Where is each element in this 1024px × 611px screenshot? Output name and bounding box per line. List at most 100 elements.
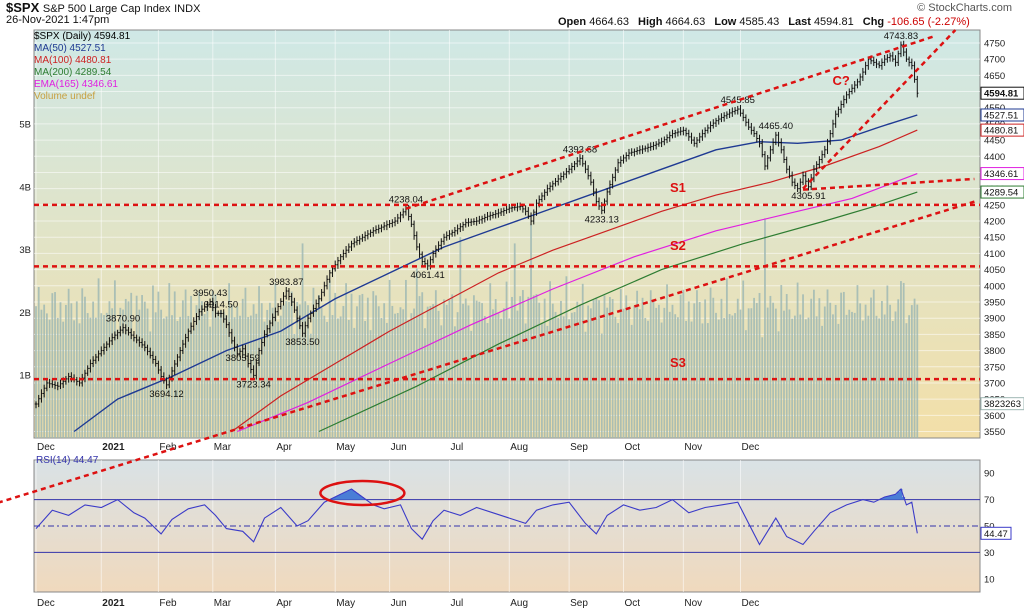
chart-title: $SPX S&P 500 Large Cap Index INDX: [6, 0, 200, 15]
price-bar: [742, 109, 745, 122]
price-bar: [450, 229, 454, 237]
volume-bar: [739, 309, 742, 438]
price-bar: [470, 218, 473, 227]
volume-bar: [783, 310, 785, 438]
volume-bar: [780, 285, 783, 438]
price-bar: [763, 151, 767, 171]
price-bar: [668, 131, 671, 142]
price-bar: [361, 233, 364, 242]
price-bar: [309, 310, 312, 323]
price-bar: [790, 171, 794, 187]
price-bar: [238, 348, 242, 358]
last-value-tag-label: 4594.81: [984, 89, 1019, 100]
price-bar: [720, 113, 723, 123]
price-bar: [837, 106, 840, 118]
volume-bar: [853, 312, 856, 438]
price-bar: [532, 209, 535, 225]
price-bar: [140, 338, 144, 348]
price-bar: [815, 161, 818, 173]
chart-label: S3: [670, 355, 686, 370]
last-value-tag-label: 3823263: [984, 399, 1021, 410]
price-bar: [502, 207, 506, 216]
volume-bar: [421, 292, 424, 438]
volume-bar: [723, 318, 726, 438]
price-bar: [788, 165, 791, 179]
volume-bar: [913, 298, 916, 438]
price-bar: [747, 118, 750, 130]
volume-bar: [383, 303, 386, 438]
price-bar: [826, 138, 829, 155]
price-bar: [907, 56, 911, 67]
volume-bar: [736, 298, 739, 438]
last-value-tag: [980, 108, 1024, 122]
volume-bar: [56, 317, 59, 438]
chart-label: S2: [670, 238, 686, 253]
volume-bar: [818, 298, 821, 438]
price-bar: [189, 322, 193, 334]
price-bar: [339, 254, 342, 265]
volume-bar: [418, 296, 421, 438]
price-tick-label: 4200: [984, 217, 1005, 228]
rsi-x-tick-label: Jun: [391, 598, 407, 609]
price-bar: [442, 233, 446, 245]
price-bar: [913, 61, 916, 83]
price-bar: [701, 129, 704, 141]
price-bar: [578, 154, 582, 166]
price-bar: [366, 230, 370, 240]
volume-bar: [870, 297, 872, 438]
volume-bar: [405, 279, 407, 438]
price-bar: [453, 227, 457, 237]
price-bar: [744, 114, 748, 127]
price-bar: [774, 131, 778, 146]
price-bar: [206, 301, 209, 311]
price-bar: [323, 281, 326, 297]
volume-bar: [43, 304, 46, 438]
volume-bar: [230, 305, 233, 438]
legend-ema165: EMA(165) 4346.61: [34, 79, 118, 90]
price-bar: [108, 337, 111, 348]
volume-bar: [407, 319, 410, 438]
price-bar: [489, 211, 492, 221]
volume-bar: [440, 325, 443, 438]
price-bar: [616, 158, 620, 174]
price-bar: [344, 245, 348, 258]
price-bar: [856, 78, 859, 89]
price-bar: [241, 344, 244, 356]
volume-bar: [549, 281, 551, 438]
rsi-x-tick-label: Dec: [741, 598, 759, 609]
low-value: 4585.43: [739, 16, 780, 28]
price-bar: [461, 221, 465, 231]
volume-bar: [84, 296, 86, 438]
price-bar: [872, 56, 875, 67]
volume-bar: [307, 305, 309, 438]
volume-bar: [842, 291, 845, 438]
price-bar: [181, 339, 185, 354]
volume-bar: [720, 298, 723, 438]
volume-bar: [897, 299, 900, 438]
volume-bar: [652, 299, 655, 438]
price-bar: [635, 147, 639, 155]
price-bar: [467, 218, 470, 227]
volume-bar: [288, 301, 290, 438]
price-bar: [301, 321, 304, 337]
volume-bar: [214, 294, 217, 438]
price-pivot-label: 3914.50: [204, 299, 238, 310]
volume-bar: [388, 279, 391, 438]
volume-bar: [543, 298, 546, 438]
price-bar: [208, 298, 212, 308]
rsi-x-tick-label: Dec: [37, 598, 55, 609]
price-bar: [342, 249, 345, 261]
volume-bar: [225, 315, 228, 438]
volume-bar: [832, 314, 834, 438]
price-bar: [151, 351, 155, 364]
volume-tick-label: 4B: [19, 182, 31, 193]
price-bar: [888, 52, 892, 62]
price-bar: [780, 138, 783, 154]
chart-label: S1: [670, 180, 686, 195]
volume-bar: [361, 293, 364, 438]
volume-bar: [527, 296, 530, 438]
volume-bar: [298, 304, 301, 438]
volume-bar: [146, 308, 149, 438]
volume-bar: [878, 318, 881, 438]
volume-bar: [89, 317, 92, 438]
